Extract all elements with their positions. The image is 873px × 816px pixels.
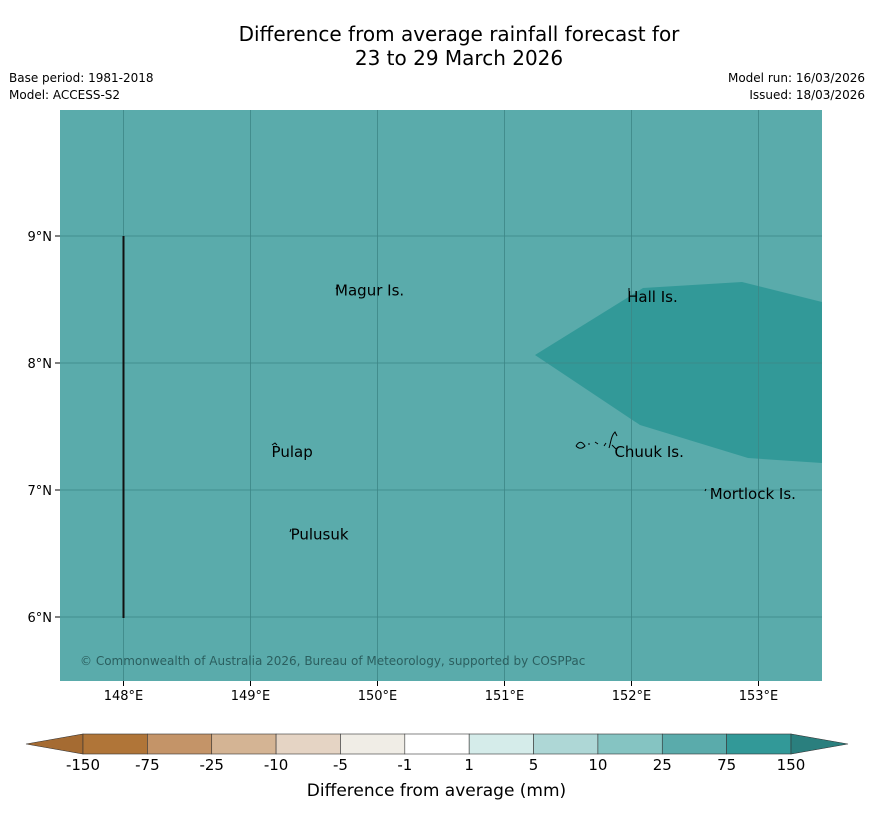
place-label: Pulap xyxy=(272,443,313,461)
chart-title: Difference from average rainfall forecas… xyxy=(0,22,873,70)
island-magur xyxy=(335,284,339,290)
colorbar-bin xyxy=(211,733,277,755)
lat-tick-label: 9°N xyxy=(28,230,53,245)
colorbar-tick-label: -25 xyxy=(199,756,224,774)
colorbar-tick-label: -150 xyxy=(65,756,101,774)
colorbar-tick-label: 25 xyxy=(652,756,672,774)
title-line-2: 23 to 29 March 2026 xyxy=(354,46,564,70)
place-label: Chuuk Is. xyxy=(614,443,683,461)
island-mortlock xyxy=(704,488,707,492)
colorbar-tick-label: -5 xyxy=(332,756,348,774)
colorbar-bin xyxy=(82,733,148,755)
colorbar-bin xyxy=(468,733,534,755)
lat-tick-label: 6°N xyxy=(28,611,53,626)
island-pulap xyxy=(271,442,278,446)
colorbar-bin xyxy=(275,733,341,755)
colorbar-tick-label: -10 xyxy=(263,756,289,774)
lat-tick-label: 8°N xyxy=(28,357,53,372)
colorbar-extend-low xyxy=(25,733,84,755)
lon-tick-label: 150°E xyxy=(358,689,398,704)
longitude-ticks: 148°E 149°E 150°E 151°E 152°E 153°E xyxy=(104,681,779,704)
lon-tick-label: 148°E xyxy=(104,689,144,704)
model-name: Model: ACCESS-S2 xyxy=(9,88,121,102)
issued-date: Issued: 18/03/2026 xyxy=(749,88,865,102)
colorbar-bin xyxy=(340,733,406,755)
model-run: Model run: 16/03/2026 xyxy=(727,71,865,85)
island-pulusuk xyxy=(289,528,292,533)
colorbar-bin xyxy=(726,733,792,755)
colorbar-tick-label: 5 xyxy=(528,756,539,774)
colorbar-bin xyxy=(533,733,599,755)
place-label: Mortlock Is. xyxy=(710,485,796,503)
colorbar xyxy=(25,733,849,755)
meta-left: Base period: 1981-2018 Model: ACCESS-S2 xyxy=(9,70,154,104)
colorbar-bin xyxy=(597,733,663,755)
colorbar-tick-label: -1 xyxy=(397,756,413,774)
lon-tick-label: 152°E xyxy=(612,689,652,704)
island-chuuk-lagoon xyxy=(575,431,618,450)
colorbar-tick-label: 75 xyxy=(717,756,737,774)
colorbar-tick-label: 10 xyxy=(588,756,608,774)
meta-right: Model run: 16/03/2026 Issued: 18/03/2026 xyxy=(728,70,865,104)
copyright-notice: © Commonwealth of Australia 2026, Bureau… xyxy=(80,654,585,668)
colorbar-bin xyxy=(661,733,727,755)
place-labels: Magur Is. Hall Is. Pulap Chuuk Is. Mortlock … xyxy=(272,282,796,544)
colorbar-extend-high xyxy=(790,733,849,755)
latitude-ticks: 9°N 8°N 7°N 6°N xyxy=(28,230,60,626)
colorbar-title: Difference from average (mm) xyxy=(306,781,567,801)
place-label: Magur Is. xyxy=(335,282,404,300)
colorbar-bin xyxy=(404,733,470,755)
colorbar-tick-label: 150 xyxy=(776,756,806,774)
lon-tick-label: 151°E xyxy=(485,689,525,704)
colorbar-bin xyxy=(147,733,213,755)
colorbar-tick-label: -75 xyxy=(135,756,160,774)
lon-tick-label: 149°E xyxy=(231,689,271,704)
island-shapes xyxy=(271,284,707,533)
wet-anomaly-region xyxy=(535,282,822,463)
base-period: Base period: 1981-2018 xyxy=(9,71,154,85)
place-label: Hall Is. xyxy=(627,288,678,306)
place-label: Pulusuk xyxy=(291,525,349,543)
lon-tick-label: 153°E xyxy=(739,689,779,704)
lat-tick-label: 7°N xyxy=(28,484,53,499)
title-line-1: Difference from average rainfall forecas… xyxy=(238,22,680,46)
colorbar-tick-label: 1 xyxy=(464,756,474,774)
